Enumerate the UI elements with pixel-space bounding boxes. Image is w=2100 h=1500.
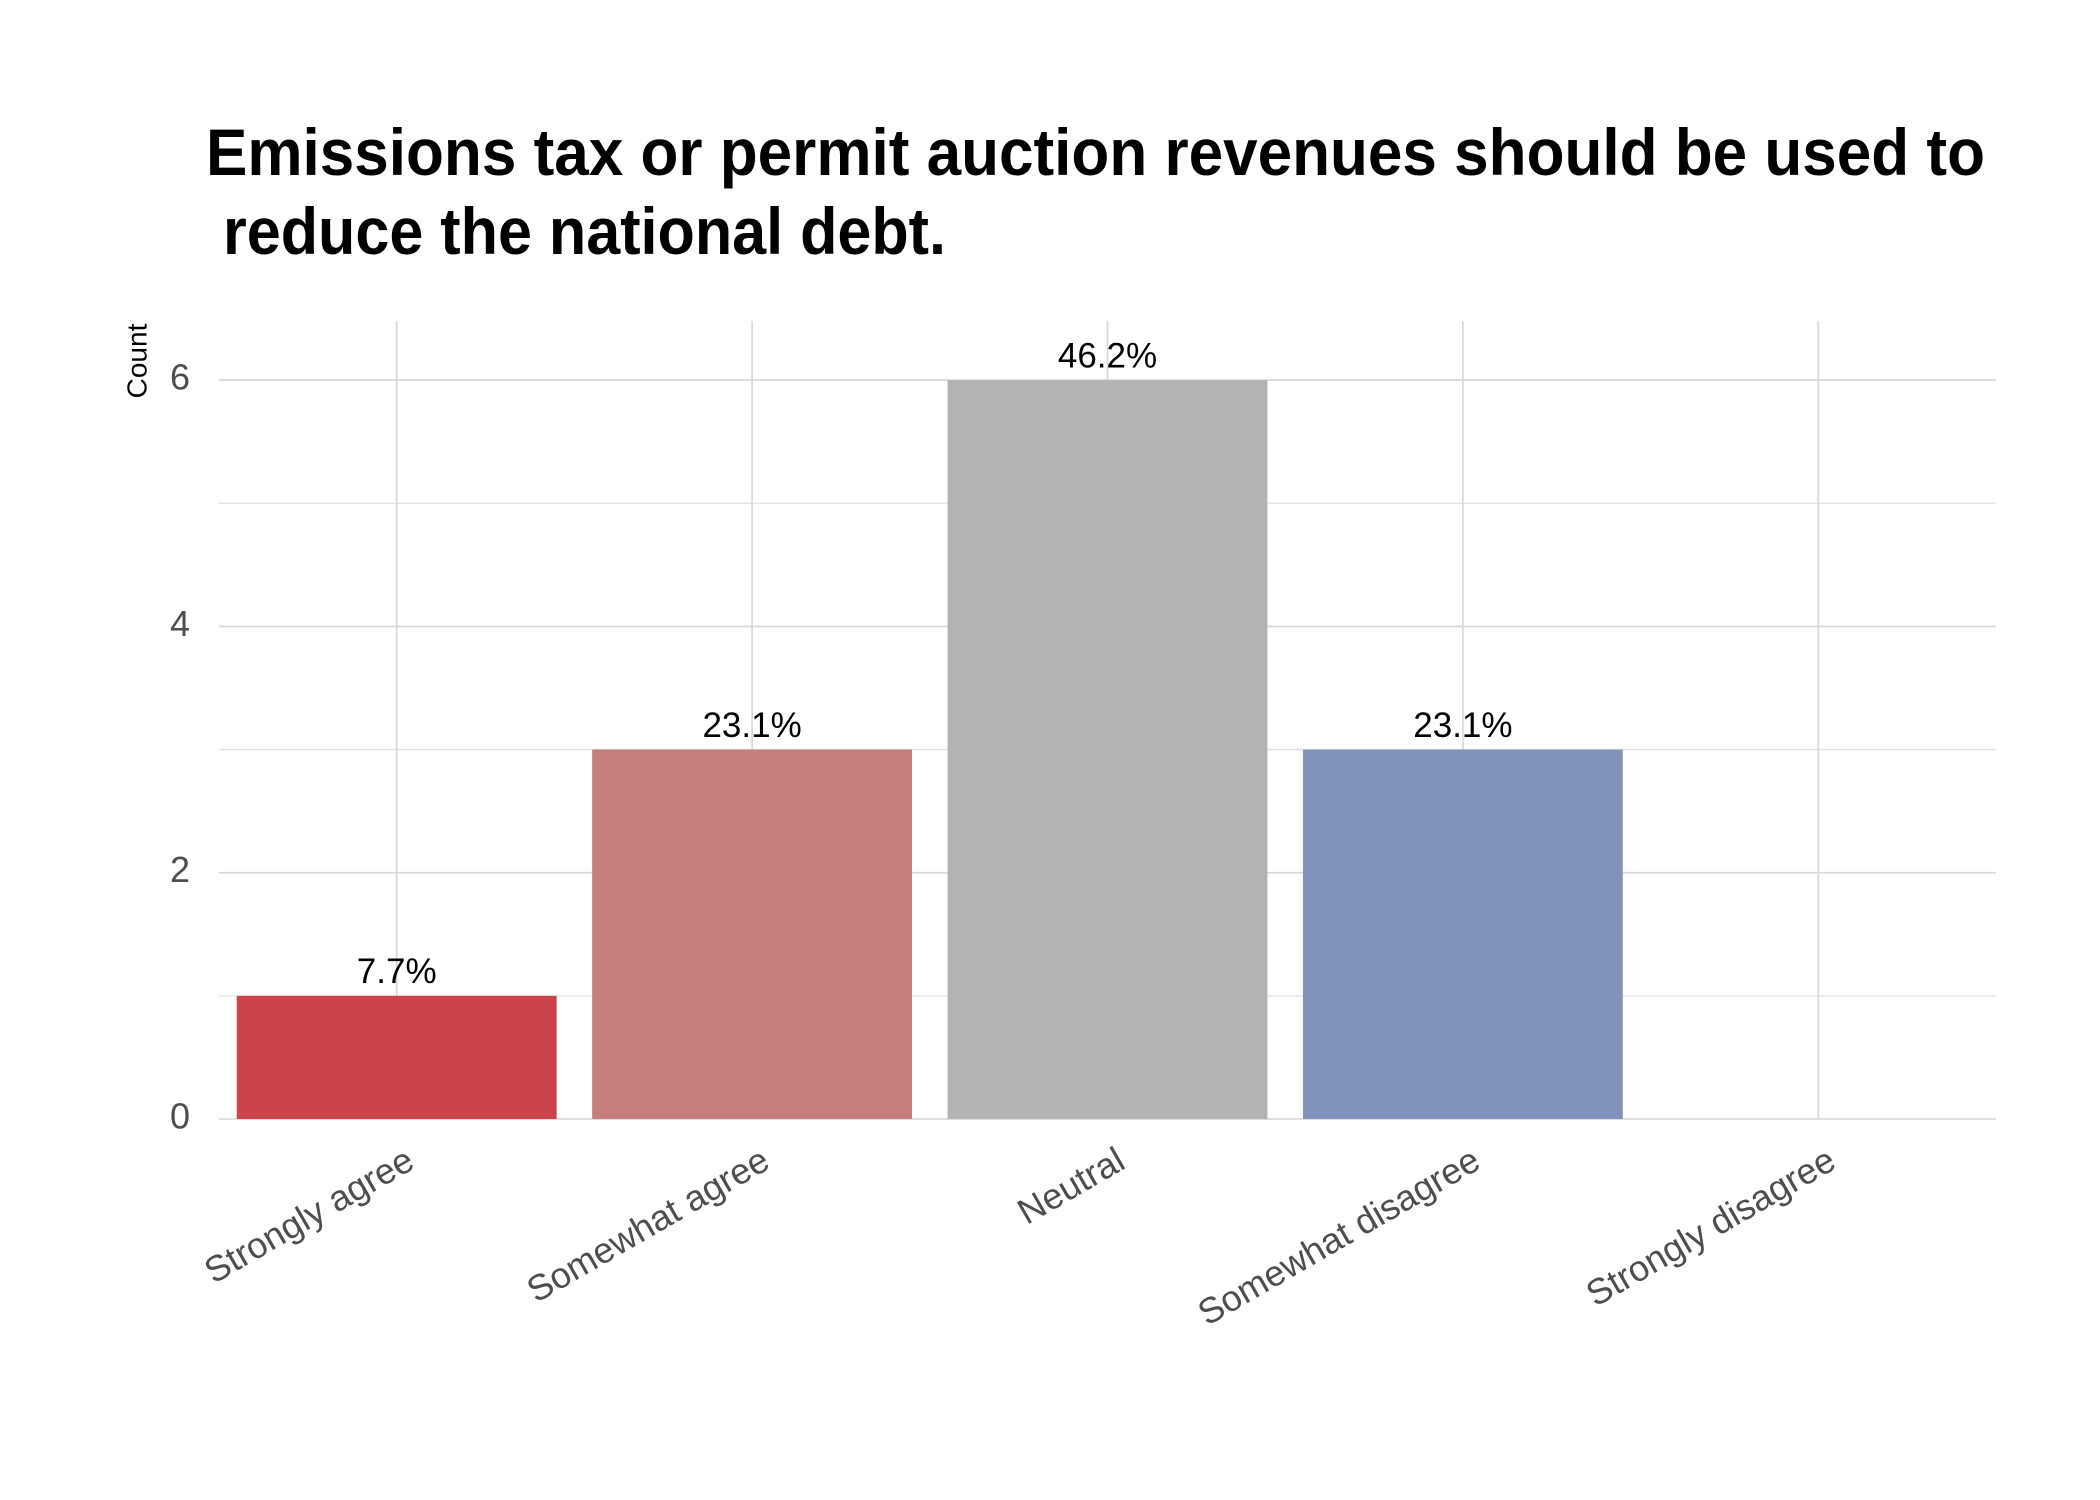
value-label: 23.1% (702, 706, 801, 745)
y-axis-label: Count (121, 323, 152, 398)
x-tick-label: Neutral (1010, 1139, 1131, 1233)
y-tick-label: 2 (170, 849, 190, 890)
value-label: 23.1% (1413, 706, 1512, 745)
x-tick-label: Strongly agree (197, 1139, 420, 1292)
x-tick-label: Somewhat disagree (1191, 1139, 1487, 1334)
bar (947, 380, 1268, 1120)
x-tick-label: Strongly disagree (1579, 1139, 1842, 1315)
marks (236, 380, 1623, 1120)
y-tick-label: 4 (170, 603, 190, 644)
x-tick-label: Somewhat agree (520, 1139, 776, 1311)
value-label: 7.7% (357, 952, 437, 991)
y-tick-label: 0 (170, 1096, 190, 1137)
y-tick-label: 6 (170, 357, 190, 398)
bar (1302, 749, 1623, 1119)
bar (592, 749, 913, 1119)
bar (236, 995, 557, 1119)
value-label: 46.2% (1058, 336, 1157, 375)
chart-title: Emissions tax or permit auction revenues… (206, 115, 1985, 268)
